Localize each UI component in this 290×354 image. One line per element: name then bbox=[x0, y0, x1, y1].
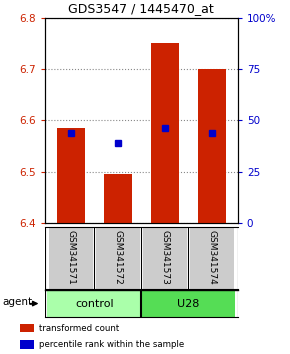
Title: GDS3547 / 1445470_at: GDS3547 / 1445470_at bbox=[68, 2, 214, 15]
Text: percentile rank within the sample: percentile rank within the sample bbox=[39, 340, 184, 349]
Bar bbox=[96, 227, 140, 289]
Bar bbox=[104, 174, 132, 223]
Bar bbox=[198, 69, 226, 223]
Bar bbox=[47, 290, 142, 317]
Text: GSM341573: GSM341573 bbox=[160, 230, 169, 285]
Bar bbox=[190, 227, 234, 289]
Text: transformed count: transformed count bbox=[39, 324, 119, 333]
Text: agent: agent bbox=[2, 297, 32, 307]
Bar bbox=[20, 324, 34, 332]
Bar bbox=[49, 227, 93, 289]
Bar bbox=[143, 227, 187, 289]
Text: GSM341572: GSM341572 bbox=[113, 230, 122, 285]
Text: control: control bbox=[75, 298, 114, 309]
Bar bbox=[151, 44, 179, 223]
Text: GSM341574: GSM341574 bbox=[207, 230, 216, 285]
Bar bbox=[142, 290, 235, 317]
Text: GSM341571: GSM341571 bbox=[66, 230, 75, 285]
Bar bbox=[20, 340, 34, 349]
Text: U28: U28 bbox=[177, 298, 200, 309]
Bar bbox=[57, 128, 85, 223]
